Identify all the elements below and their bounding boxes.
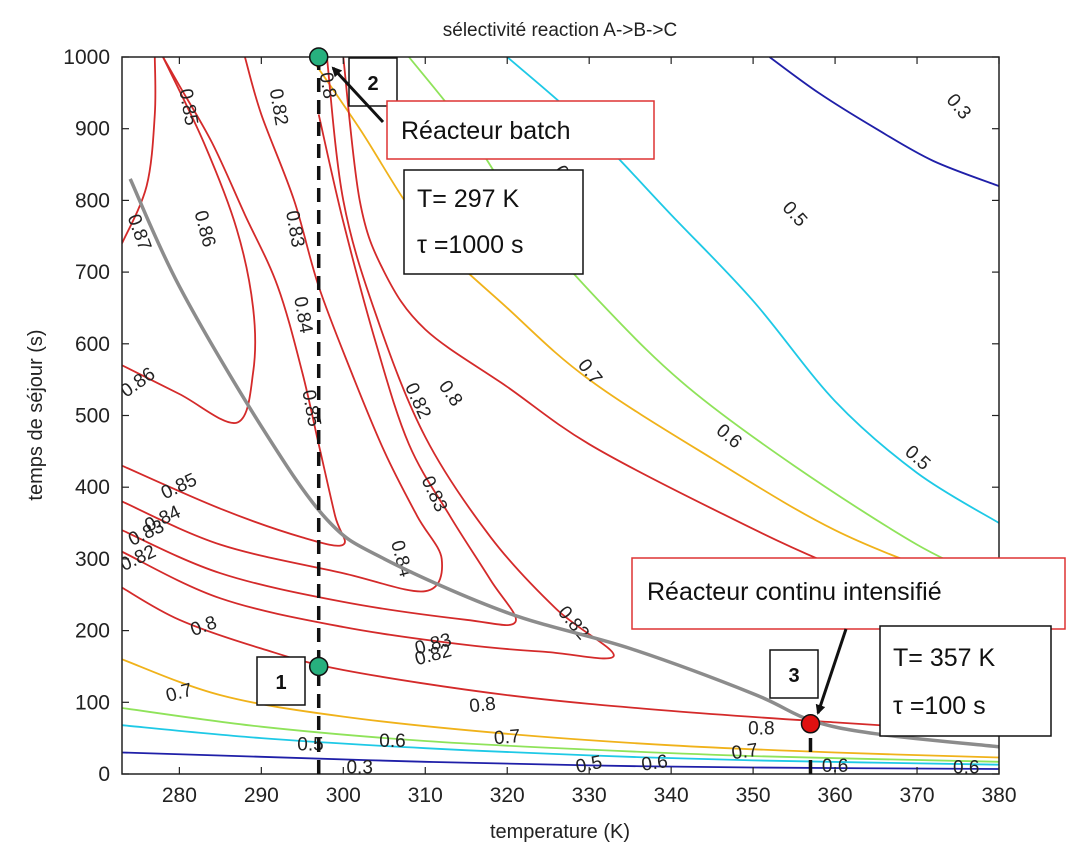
x-tick-label: 360: [818, 784, 853, 807]
operating-point-1: [308, 656, 329, 677]
contour-label: 0.5: [901, 442, 935, 475]
x-tick-label: 330: [572, 784, 607, 807]
contour-line-0-82: [122, 57, 615, 660]
y-tick-label: 200: [75, 620, 110, 643]
point-1-annotation: 1: [256, 656, 306, 706]
y-tick-label: 900: [75, 118, 110, 141]
contour-label: 0.6: [822, 756, 848, 777]
contour-label: 0.5: [778, 198, 811, 232]
contour-line-0-3: [122, 751, 999, 770]
contour-label: 0.85: [297, 388, 324, 428]
y-tick-label: 800: [75, 189, 110, 212]
continuous-annotation: Réacteur continu intensifié 3 T= 357 K τ…: [631, 557, 1066, 737]
continuous-arrow: [815, 628, 848, 715]
contour-label: 0.7: [573, 355, 606, 389]
contour-line-0-85: [122, 57, 346, 547]
y-tick-label: 400: [75, 476, 110, 499]
y-tick-label: 0: [98, 763, 110, 786]
contour-label: 0.6: [953, 757, 979, 778]
contour-label: 0.7: [730, 740, 759, 764]
continuous-label-box: [631, 557, 1066, 630]
contour-label: 0.3: [346, 757, 372, 778]
x-tick-label: 300: [326, 784, 361, 807]
contour-label: 0.6: [640, 751, 669, 775]
contour-label: 0.83: [281, 209, 308, 249]
y-tick-label: 600: [75, 333, 110, 356]
contour-label: 0.85: [174, 87, 201, 127]
y-tick-label: 300: [75, 548, 110, 571]
x-tick-label: 320: [490, 784, 525, 807]
contour-line-0-7: [122, 658, 999, 759]
optimal-residence-curve: [128, 178, 999, 749]
contour-line-0-3: [768, 57, 999, 187]
y-tick-label: 1000: [63, 46, 110, 69]
x-axis-title: temperature (K): [490, 821, 630, 843]
contour-label: 0.86: [190, 208, 220, 249]
continuous-conditions-box: [879, 625, 1052, 737]
x-tick-label: 280: [162, 784, 197, 807]
contour-label: 0.86: [117, 364, 159, 402]
point-3-label: 3: [788, 665, 799, 687]
contour-label: 0.8: [748, 719, 774, 740]
operating-point-3: [800, 714, 821, 734]
contour-line-0-86: [122, 57, 257, 424]
point-2-label: 2: [367, 73, 378, 95]
x-tick-label: 380: [981, 784, 1016, 807]
point-3-label-box: [769, 649, 819, 699]
y-tick-label: 500: [75, 405, 110, 428]
axes: 280 290 300 310 320 330 340 350 360 370 3800100200…: [63, 46, 1016, 807]
contour-label: 0.6: [712, 420, 746, 453]
batch-conditions-line2: τ =1000 s: [417, 231, 523, 259]
contour-label: 0.7: [493, 726, 521, 749]
x-tick-label: 350: [736, 784, 771, 807]
contour-label: 0.8: [188, 612, 220, 641]
batch-conditions-line1: T= 297 K: [417, 185, 519, 213]
operating-point-2: [308, 47, 329, 67]
contour-line-0-83: [122, 114, 517, 627]
batch-conditions-box: [403, 169, 584, 275]
contour-label: 0.3: [942, 90, 975, 124]
contour-label: 0.8: [468, 694, 496, 718]
contour-line-0-84: [122, 57, 443, 593]
point-1-label-box: [256, 656, 306, 706]
contour-label: 0.8: [434, 377, 466, 411]
point-2-label-box: [348, 57, 398, 107]
batch-arrow: [331, 66, 385, 124]
contour-label: 0.7: [164, 680, 195, 707]
contour-label: 0.84: [289, 295, 316, 335]
x-tick-label: 340: [654, 784, 689, 807]
x-tick-label: 290: [244, 784, 279, 807]
contour-line-0-87: [122, 57, 157, 244]
plot-area: 0.30.30.50.50.50.50.60.60.60.60.60.60.70…: [117, 57, 999, 778]
batch-label: Réacteur batch: [401, 117, 571, 145]
contour-label: 0.85: [158, 469, 200, 504]
batch-label-box: [386, 100, 655, 160]
x-tick-label: 370: [900, 784, 935, 807]
contour-line-0-6: [122, 707, 999, 763]
continuous-conditions-line2: τ =100 s: [893, 692, 986, 720]
contour-label: 0.82: [265, 87, 292, 127]
x-tick-label: 310: [408, 784, 443, 807]
chart-title: sélectivité reaction A->B->C: [443, 20, 677, 41]
contour-line-0-8: [122, 586, 999, 734]
continuous-label: Réacteur continu intensifié: [647, 578, 942, 606]
batch-annotation: 2 Réacteur batch T= 297 K τ =1000 s: [331, 57, 655, 275]
continuous-conditions-line1: T= 357 K: [893, 644, 995, 672]
y-axis-title: temps de séjour (s): [25, 329, 47, 500]
point-1-label: 1: [275, 672, 286, 694]
contour-label: 0.5: [574, 752, 604, 778]
y-tick-label: 100: [75, 691, 110, 714]
contour-label: 0.82: [400, 380, 435, 422]
contour-line-0-5: [122, 724, 999, 766]
contour-label: 0.6: [379, 731, 405, 752]
y-tick-label: 700: [75, 261, 110, 284]
